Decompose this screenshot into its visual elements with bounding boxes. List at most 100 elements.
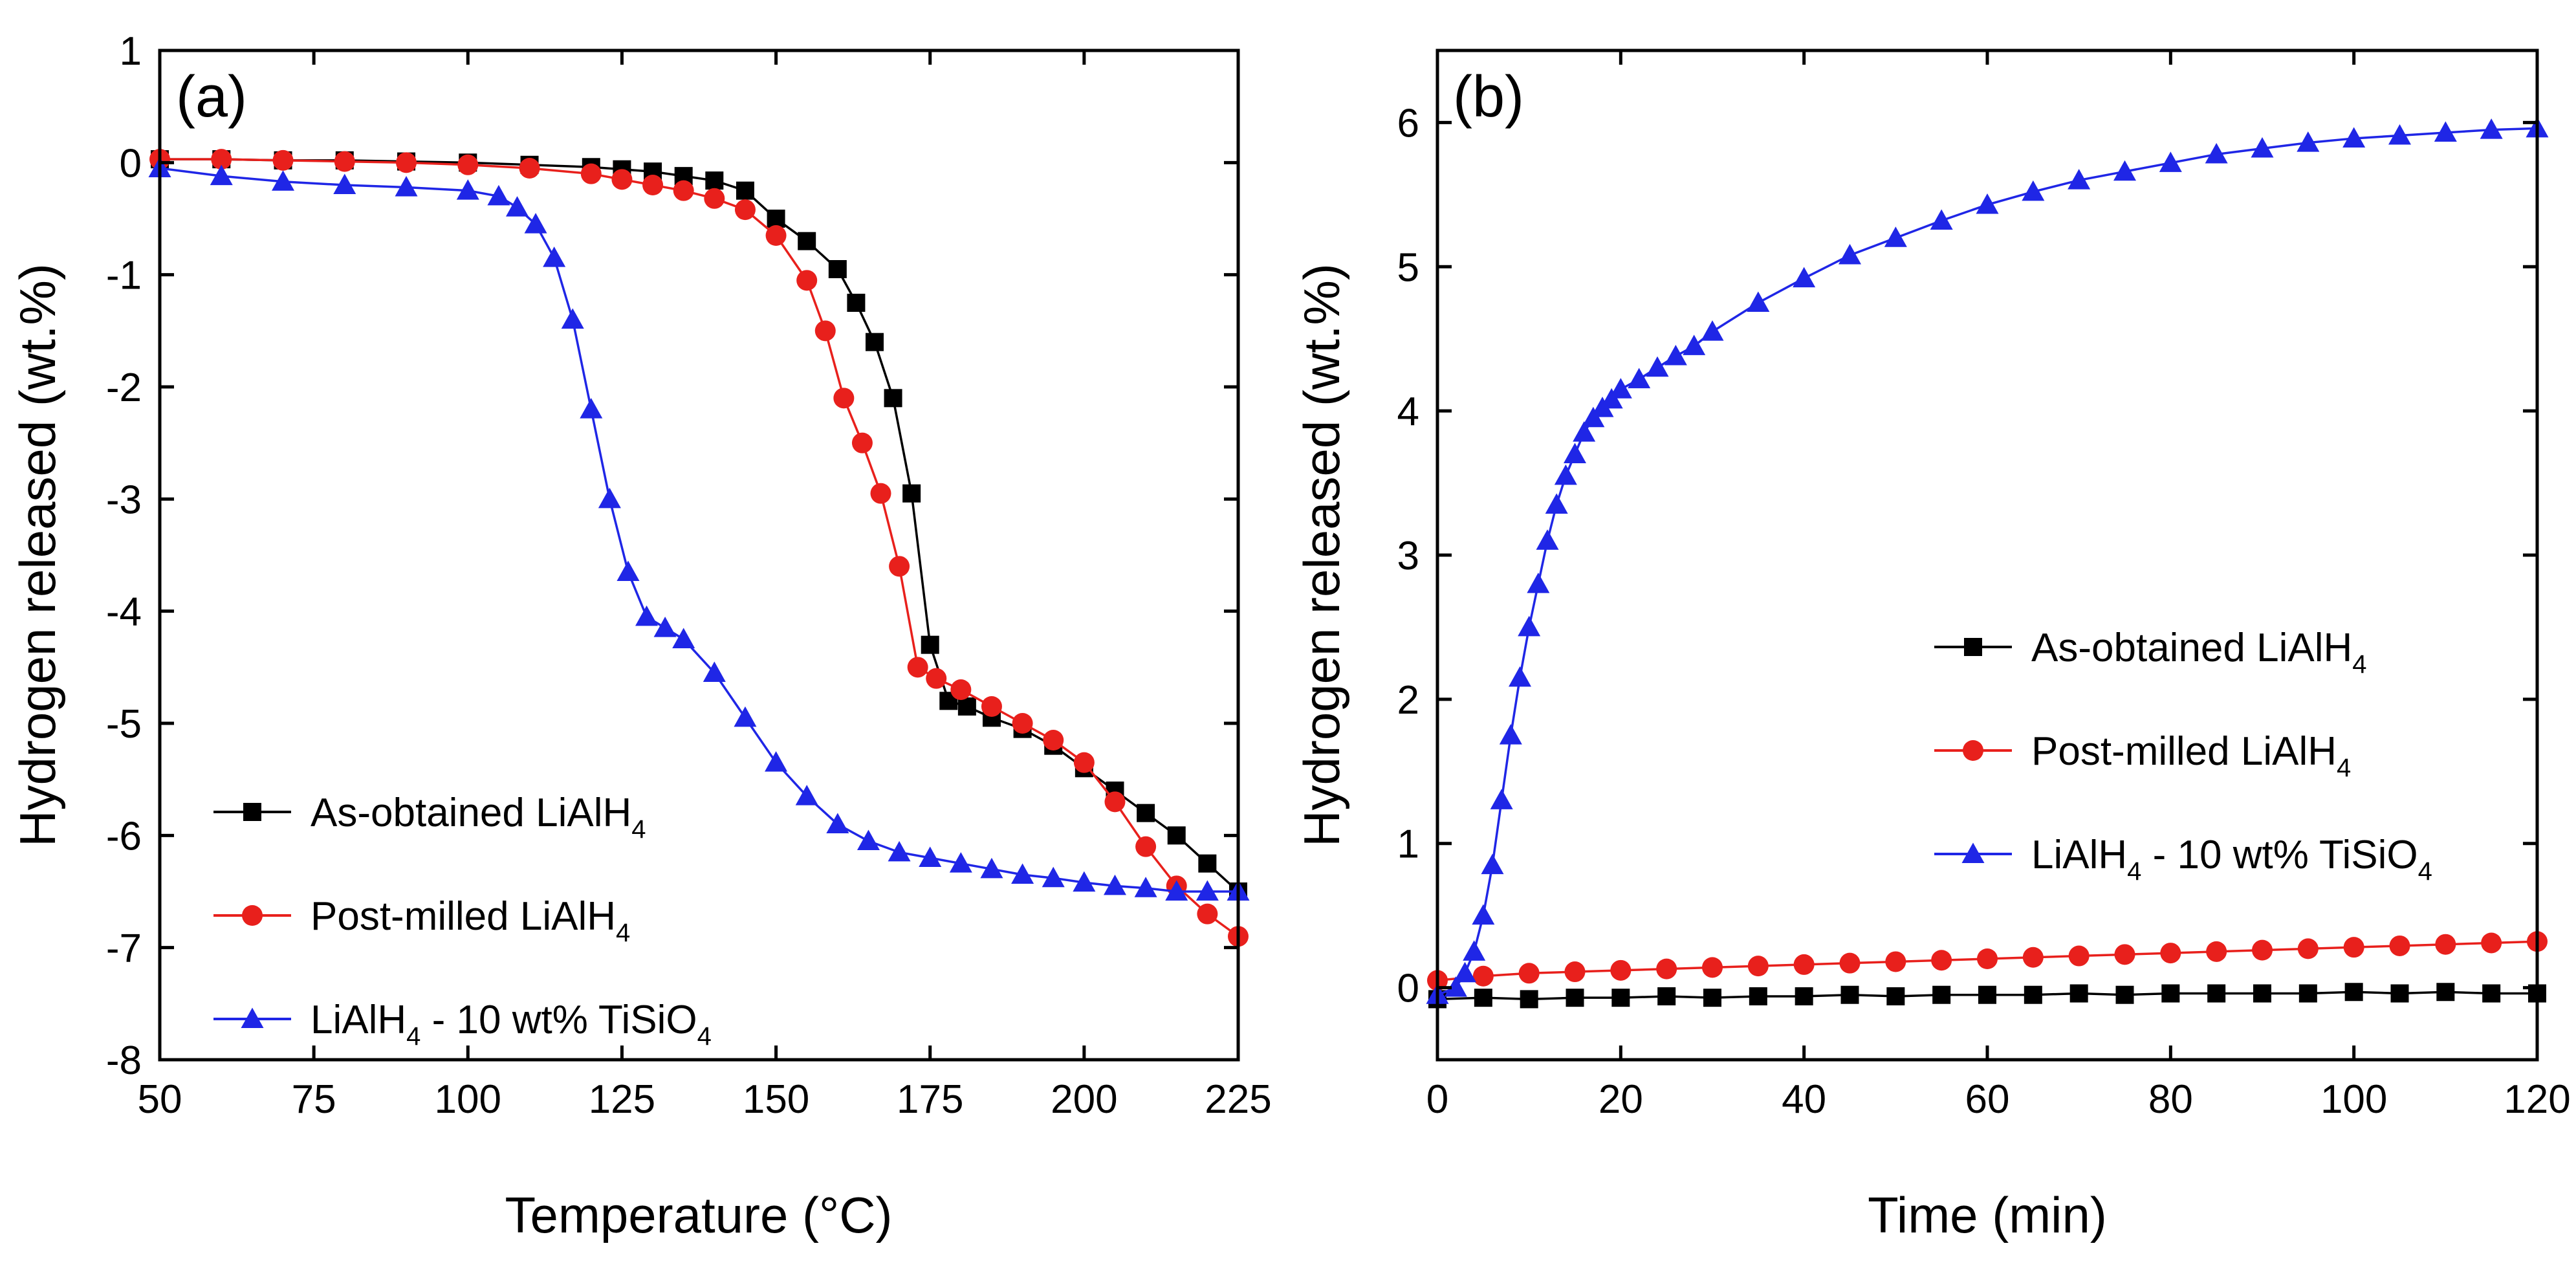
panel-b-series-2-point — [1839, 952, 1861, 974]
panel-a-series-1-point — [884, 389, 902, 408]
panel-a-series-3-point — [333, 173, 356, 194]
panel-b-series-3-point — [2388, 124, 2411, 145]
panel-b-series-2-point — [1564, 961, 1586, 983]
panel-b-series-3-point — [1976, 193, 1999, 214]
panel-b-series-2-point — [1793, 954, 1815, 975]
panel-a-axes-frame — [158, 49, 1240, 1062]
panel-b-series-2-point — [2252, 939, 2273, 961]
panel-b-series-1-point — [2253, 984, 2271, 1003]
panel-b-series-3-point — [1536, 529, 1559, 550]
panel-a-series-1-point — [828, 260, 847, 278]
panel-b-series-3-point — [1564, 443, 1586, 463]
panel-b-series-3-point — [2297, 131, 2320, 152]
panel-b-series-3-point — [1683, 334, 1706, 355]
panel-b-series-2-point — [1518, 963, 1540, 984]
panel-a-x-tick-label: 225 — [1205, 1077, 1271, 1122]
panel-a-series-1-point — [767, 210, 785, 228]
panel-b-series-2-point — [1702, 957, 1723, 978]
panel-a-x-tick-label: 150 — [743, 1077, 809, 1122]
panel-a-series-2-point — [950, 679, 972, 700]
panel-a-series-2-point — [765, 225, 787, 246]
panel-a-y-tick-label: -6 — [106, 814, 142, 859]
panel-a-series-3-point — [561, 308, 584, 329]
panel-b: 0 20 40 60 80 100 120 0 1 2 3 4 5 6 (b) Time (min) Hy… — [1293, 49, 2571, 1243]
panel-a-series-3-point — [456, 179, 479, 200]
panel-a-y-tick-label: -2 — [106, 366, 142, 410]
panel-a-legend: As-obtained LiAlH4 Post-milled LiAlH4 LiAl… — [213, 791, 712, 1051]
panel-b-series-2-point — [1472, 965, 1494, 987]
panel-a-series-2-point — [334, 151, 355, 172]
panel-a-series-3-point — [919, 846, 942, 867]
panel-a-series-1-point — [798, 232, 816, 250]
panel-a-series-1-point — [736, 181, 754, 200]
panel-a-series-3-point — [487, 184, 510, 206]
panel-b-series-1-point — [1886, 987, 1905, 1005]
panel-a-x-tick-label: 100 — [435, 1077, 501, 1122]
panel-b-series-2-point — [1885, 951, 1906, 972]
panel-a-series-1-point — [865, 333, 884, 351]
panel-a-series-1-point — [957, 697, 976, 716]
panel-a-series-2-point — [272, 149, 294, 171]
panel-b-series-2-point — [1610, 959, 1632, 981]
panel-b-x-tick-label: 0 — [1426, 1077, 1448, 1122]
panel-b-series-3-point — [2159, 151, 2182, 172]
panel-a-series-1-point — [705, 171, 724, 190]
panel-b-series-3-point — [1701, 320, 1724, 341]
panel-a-series-3-point — [653, 617, 677, 637]
panel-a-series-3-point — [635, 605, 659, 626]
panel-a-y-tick-label: -3 — [106, 477, 142, 522]
panel-a-series-3-point — [949, 852, 972, 873]
panel-a-legend-marker-3 — [241, 1007, 264, 1028]
panel-a-series-3-point — [857, 829, 880, 850]
panel-b-series-1-point — [1978, 985, 1996, 1004]
panel-b-series-3-point — [1472, 904, 1495, 925]
panel-b-series-3-point — [1646, 356, 1669, 377]
panel-a-series-2-point — [457, 154, 479, 175]
panel-a-legend-label-1: As-obtained LiAlH4 — [311, 791, 646, 844]
panel-a-series-3-point — [395, 175, 418, 197]
panel-a-series-2-point — [981, 696, 1002, 717]
panel-b-series-1-point — [1703, 989, 1721, 1007]
panel-b-series-3-point — [1499, 724, 1522, 745]
panel-b-series-1-point — [2390, 984, 2409, 1003]
panel-b-series-1-point — [2482, 984, 2501, 1003]
panel-a-series-3-point — [598, 487, 621, 509]
panel-a-plot-area — [148, 149, 1250, 947]
panel-b-series-2-point — [2068, 945, 2090, 967]
panel-a-series-2-point — [833, 388, 855, 409]
panel-b-series-2-point — [1747, 956, 1769, 977]
panel-a-series-2-point — [580, 163, 602, 184]
panel-a-x-tick-label: 175 — [897, 1077, 963, 1122]
panel-b-series-1-point — [2298, 984, 2317, 1003]
panel-a-series-3-point — [765, 751, 788, 772]
panel-b-series-3-point — [1793, 267, 1816, 288]
panel-a-legend-marker-1 — [243, 803, 261, 821]
panel-a-series-3-point — [524, 213, 547, 234]
panel-b-series-1-point — [1932, 985, 1951, 1004]
panel-b-series-3-point — [1628, 367, 1651, 389]
panel-b-series-1-point — [2207, 984, 2226, 1003]
panel-a-series-2-point — [1104, 791, 1126, 813]
panel-b-series-1-point — [1749, 987, 1767, 1005]
panel-b-series-3-point — [1884, 226, 1907, 247]
panel-a-series-2-point — [926, 668, 947, 689]
panel-b-series-3-point — [2342, 127, 2366, 148]
panel-a-y-tick-label: -8 — [106, 1038, 142, 1083]
panel-b-series-3-point — [1481, 853, 1504, 875]
panel-b-series-3-point — [1527, 573, 1550, 593]
panel-a-y-tick-label: 0 — [120, 141, 142, 186]
panel-b-y-tick-label: 1 — [1397, 822, 1419, 867]
panel-a-label: (a) — [176, 65, 247, 129]
panel-a-series-2-point — [673, 180, 694, 201]
panel-a-series-2-point — [734, 199, 756, 221]
panel-a-y-tick-label: -7 — [106, 926, 142, 971]
panel-a-series-3-point — [543, 246, 566, 267]
panel-a-series-3-point — [888, 840, 911, 862]
panel-b-legend-marker-1 — [1964, 638, 1982, 656]
panel-b-series-3-point — [2480, 118, 2503, 139]
panel-b-series-3-point — [1454, 961, 1476, 983]
panel-a-series-2-point — [519, 158, 540, 179]
panel-b-series-2-point — [1931, 950, 1952, 971]
panel-a-ticks: 50 75 100 125 150 175 200 225 1 0 -1 -2 -3 -4 -5 -6 -7 -8 — [106, 29, 1272, 1122]
panel-b-y-axis-title: Hydrogen released (wt.%) — [1293, 263, 1350, 847]
